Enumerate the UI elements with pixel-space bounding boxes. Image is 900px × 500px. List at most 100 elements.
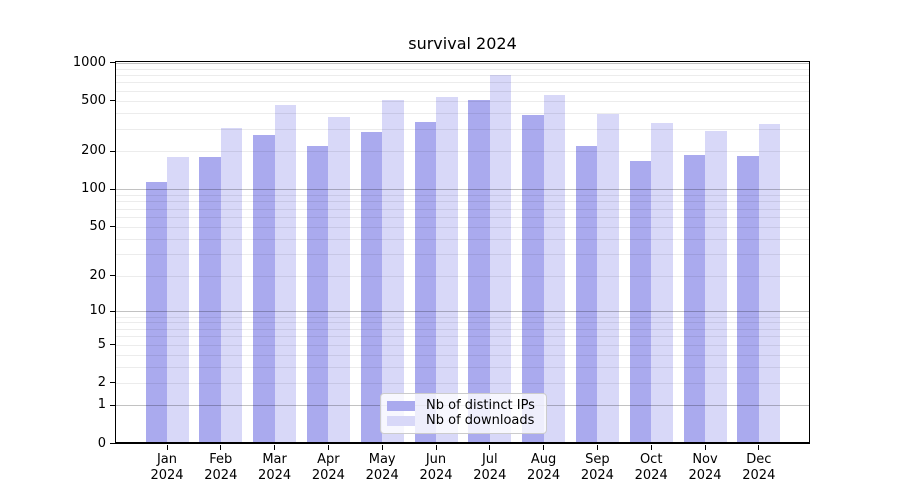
x-tick-label-jul: Jul 2024 — [473, 451, 507, 484]
bar-downloads-jul — [489, 75, 512, 442]
bar-downloads-aug — [543, 94, 566, 442]
x-tick-label-may: May 2024 — [365, 451, 399, 484]
bar-downloads-jan — [167, 156, 189, 442]
minor-gridline — [116, 113, 809, 115]
minor-gridline — [116, 90, 809, 92]
x-tick — [166, 444, 168, 450]
x-tick-label-nov: Nov 2024 — [688, 451, 722, 484]
y-tick-label: 20 — [89, 267, 106, 283]
minor-gridline — [116, 75, 809, 76]
bar-downloads-apr — [328, 117, 350, 442]
bar-distinct-ips-mar — [253, 135, 275, 442]
x-tick — [704, 444, 706, 450]
y-tick — [110, 62, 115, 64]
bar-downloads-jun — [436, 96, 458, 442]
x-tick-label-aug: Aug 2024 — [527, 451, 561, 484]
x-tick — [489, 444, 491, 450]
x-tick — [327, 444, 329, 450]
y-tick-label: 50 — [89, 218, 106, 234]
minor-gridline — [116, 194, 809, 196]
minor-gridline — [116, 238, 809, 240]
y-tick-label: 5 — [97, 336, 106, 352]
bar-downloads-sep — [597, 113, 619, 442]
bar-distinct-ips-jun — [414, 121, 436, 442]
y-tick-label: 200 — [81, 143, 106, 159]
y-tick — [110, 382, 115, 384]
legend-label-distinct-ips: Nb of distinct IPs — [426, 398, 535, 413]
minor-gridline — [116, 354, 809, 356]
y-tick-label: 500 — [81, 92, 106, 108]
x-tick — [650, 444, 652, 450]
legend: Nb of distinct IPs Nb of downloads — [380, 393, 547, 434]
x-tick-label-jun: Jun 2024 — [419, 451, 453, 484]
x-tick-label-jan: Jan 2024 — [150, 451, 184, 484]
minor-gridline — [116, 208, 809, 210]
y-tick — [110, 404, 115, 406]
bar-downloads-feb — [220, 127, 243, 442]
bar-distinct-ips-nov — [683, 154, 705, 442]
bar-distinct-ips-apr — [306, 146, 329, 442]
x-tick — [381, 444, 383, 450]
y-tick — [110, 275, 115, 277]
legend-label-downloads: Nb of downloads — [426, 413, 535, 428]
minor-gridline — [116, 128, 809, 130]
y-tick — [110, 188, 115, 190]
x-tick — [220, 444, 222, 450]
minor-gridline — [116, 336, 809, 338]
y-tick-label: 10 — [89, 303, 106, 319]
y-tick — [110, 310, 115, 312]
y-tick — [110, 226, 115, 228]
bar-distinct-ips-aug — [522, 114, 544, 442]
minor-gridline — [116, 322, 809, 324]
bar-downloads-may — [382, 100, 404, 442]
legend-swatch-distinct-ips — [387, 400, 415, 412]
y-tick — [110, 443, 115, 444]
bar-distinct-ips-jul — [468, 99, 490, 442]
x-tick — [596, 444, 598, 450]
x-tick — [758, 444, 760, 450]
bar-distinct-ips-jan — [145, 181, 167, 442]
major-gridline — [116, 189, 809, 191]
minor-gridline — [116, 100, 809, 102]
major-gridline — [116, 62, 809, 64]
bar-distinct-ips-may — [360, 132, 383, 442]
x-tick-label-feb: Feb 2024 — [204, 451, 238, 484]
bar-downloads-dec — [758, 124, 781, 442]
x-tick — [543, 444, 545, 450]
y-tick-label: 100 — [81, 181, 106, 197]
bar-downloads-nov — [705, 130, 727, 442]
x-tick-label-dec: Dec 2024 — [742, 451, 776, 484]
x-tick-label-apr: Apr 2024 — [311, 451, 345, 484]
bar-distinct-ips-oct — [629, 161, 652, 442]
y-tick-label: 0 — [97, 435, 106, 451]
minor-gridline — [116, 382, 809, 384]
y-tick-label: 1000 — [72, 54, 106, 70]
x-tick-label-sep: Sep 2024 — [580, 451, 614, 484]
minor-gridline — [116, 328, 809, 330]
major-gridline — [116, 311, 809, 313]
minor-gridline — [116, 151, 809, 153]
y-tick-label: 2 — [97, 374, 106, 390]
bar-distinct-ips-feb — [199, 156, 221, 442]
x-tick-label-oct: Oct 2024 — [634, 451, 668, 484]
minor-gridline — [116, 254, 809, 256]
minor-gridline — [116, 68, 809, 70]
y-tick — [110, 150, 115, 152]
bar-distinct-ips-sep — [575, 146, 598, 442]
minor-gridline — [116, 367, 809, 369]
minor-gridline — [116, 226, 809, 228]
legend-item-distinct-ips: Nb of distinct IPs — [387, 399, 538, 413]
x-tick-label-mar: Mar 2024 — [258, 451, 292, 484]
chart-title: survival 2024 — [408, 34, 517, 53]
y-tick — [110, 100, 115, 102]
y-tick — [110, 344, 115, 346]
minor-gridline — [116, 216, 809, 218]
legend-swatch-downloads — [387, 415, 415, 427]
minor-gridline — [116, 82, 809, 84]
bar-distinct-ips-dec — [737, 156, 759, 442]
y-tick-label: 1 — [97, 397, 106, 413]
minor-gridline — [116, 201, 809, 203]
x-tick — [274, 444, 276, 450]
bar-downloads-mar — [274, 105, 297, 442]
